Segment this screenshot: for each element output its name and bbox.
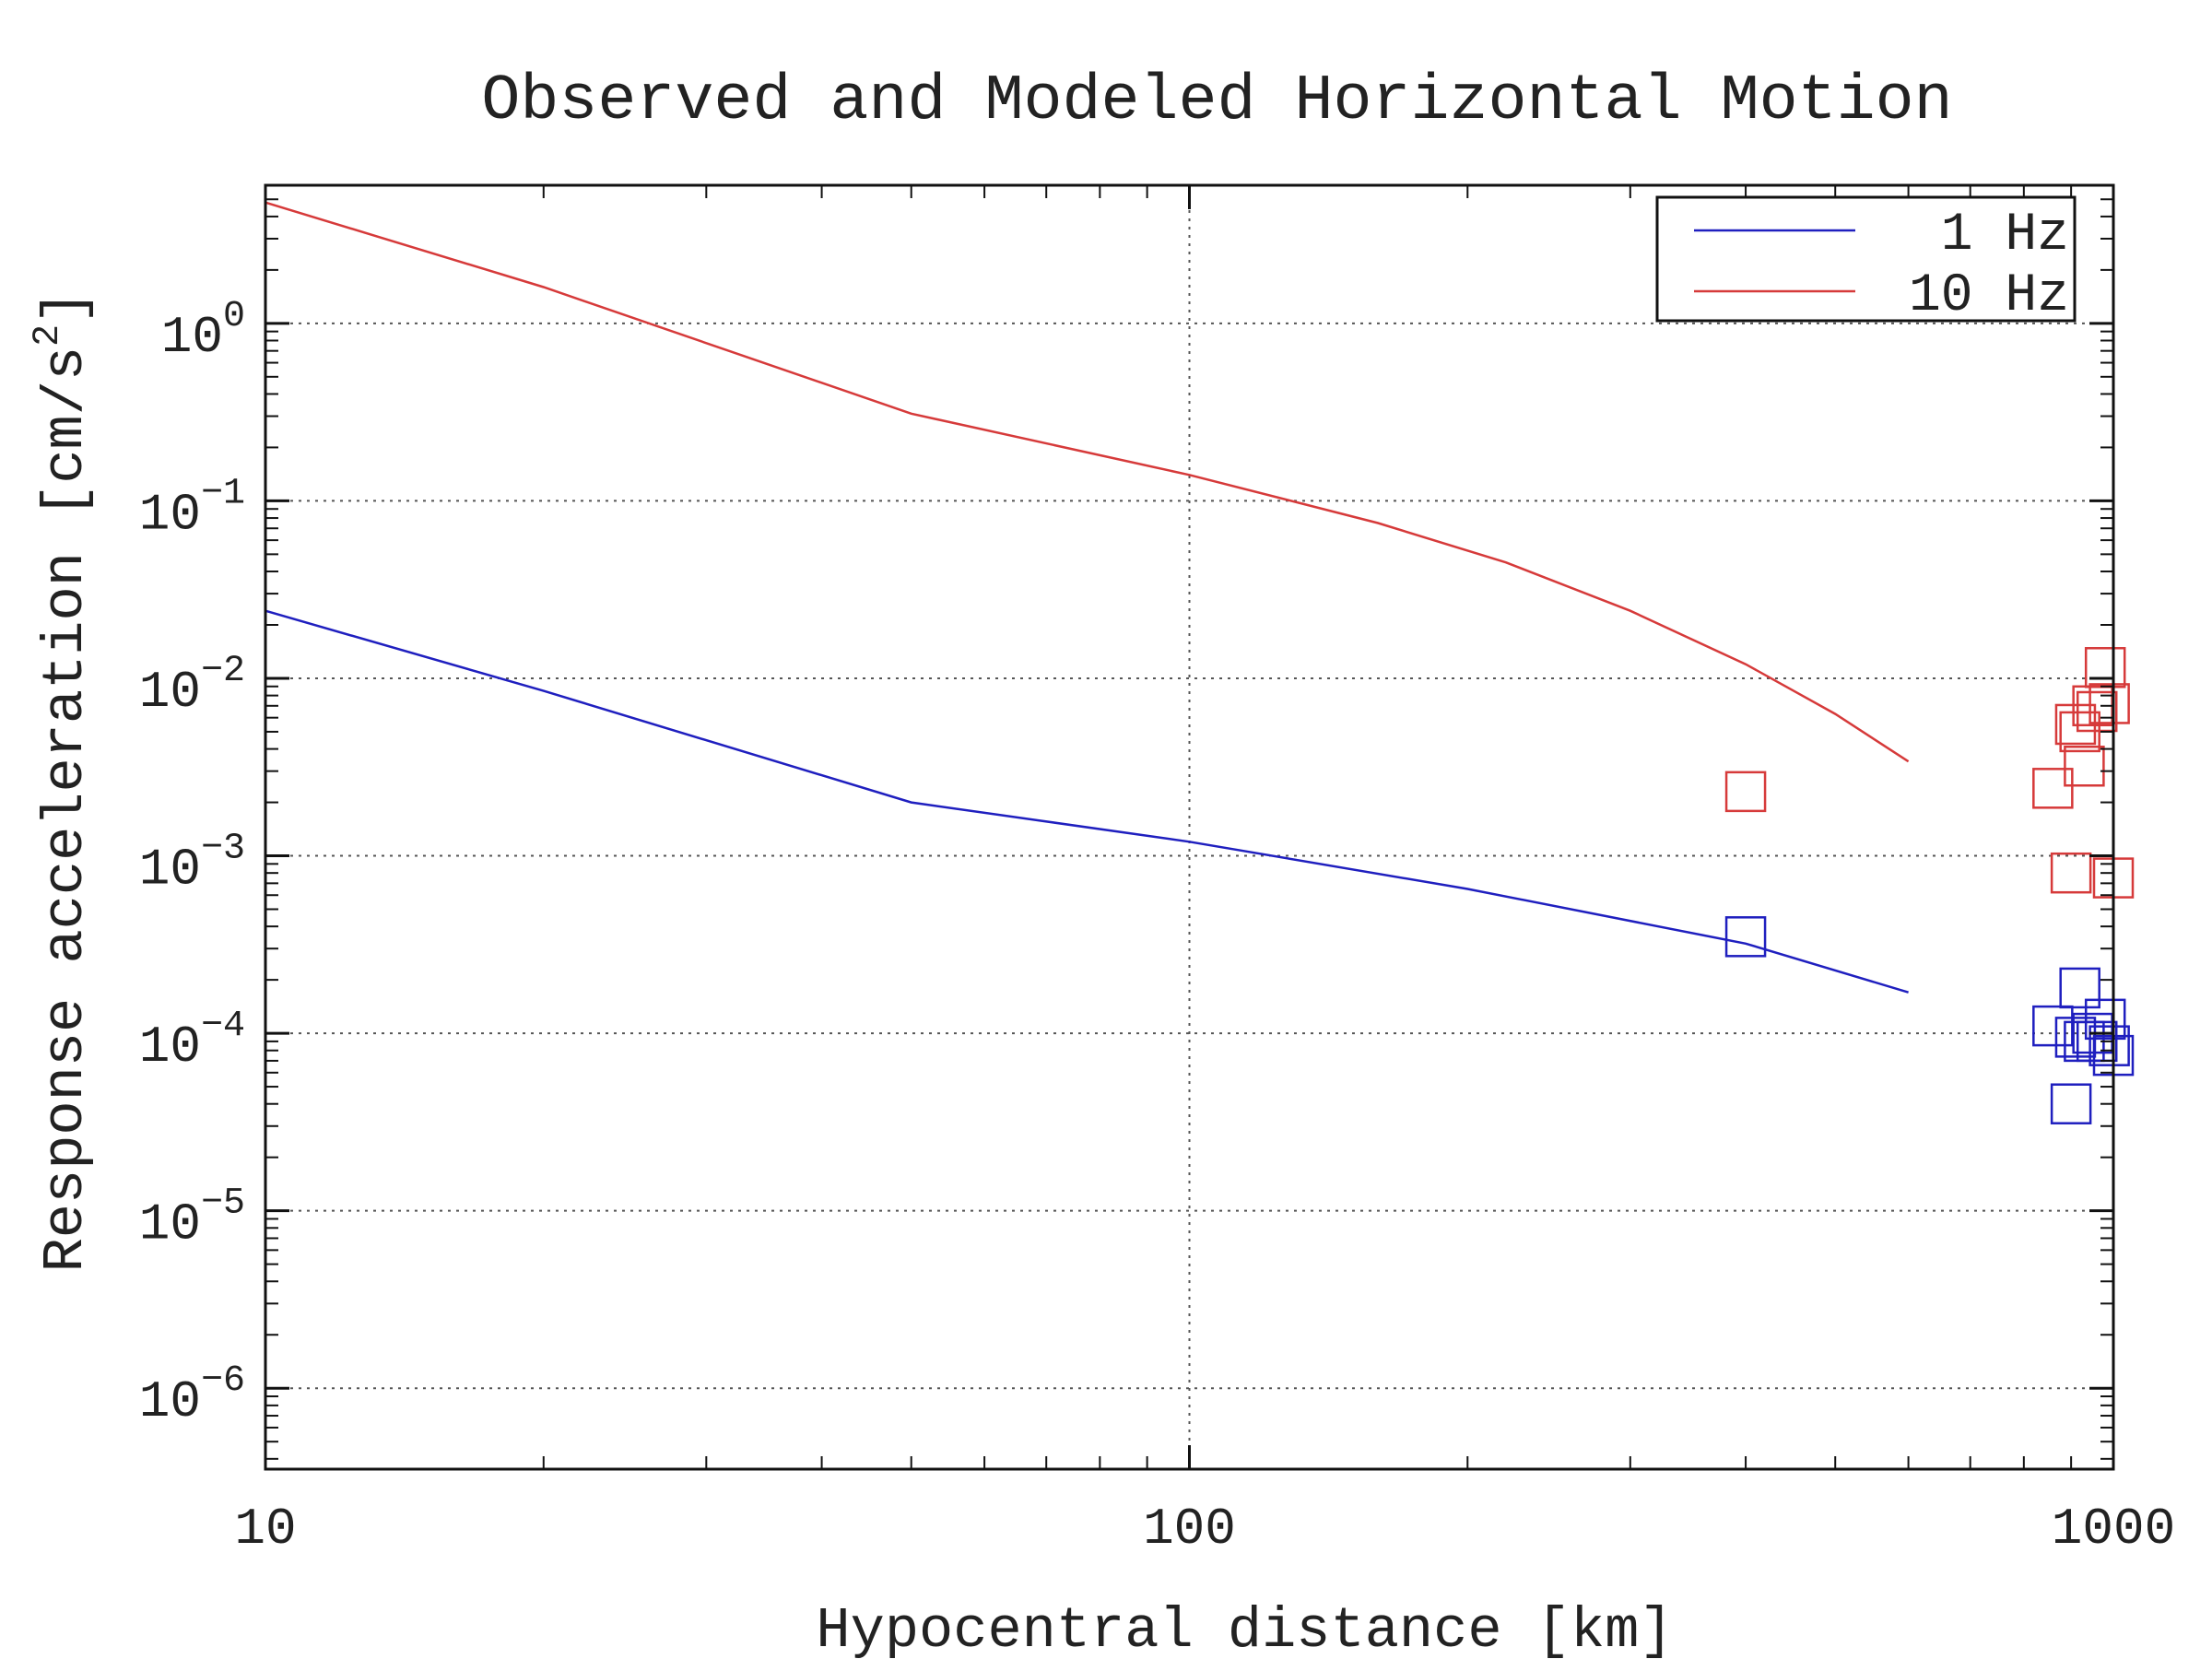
observed-point-2 <box>2084 647 2126 688</box>
grid-layer <box>265 185 2113 1469</box>
y-tick-label: 10−6 <box>139 1360 245 1431</box>
y-tick-label: 10−4 <box>139 1006 245 1077</box>
legend-label: 1 Hz <box>1941 206 2069 265</box>
series-line-1 <box>265 609 1909 994</box>
y-axis-label-end: ] <box>33 290 99 324</box>
y-tick-label: 10−1 <box>139 473 245 544</box>
y-axis-label-sup: 2 <box>28 324 69 347</box>
y-tick-label: 10−2 <box>139 651 245 722</box>
observed-point-2 <box>2064 746 2105 787</box>
observed-point-2 <box>2050 852 2092 894</box>
observed-point-2 <box>1724 771 1767 813</box>
series-layer <box>265 201 2135 1124</box>
y-tick-label: 10−3 <box>139 829 245 900</box>
x-tick-label: 100 <box>1143 1500 1236 1559</box>
tick-layer: 10 100 1000 100 10−1 10−2 10−3 10−4 10−5 10−6 <box>139 184 2175 1559</box>
x-tick-label: 1000 <box>2052 1500 2175 1559</box>
observed-point-2 <box>2088 683 2130 724</box>
legend-box <box>1655 195 2077 323</box>
observed-point-2 <box>2032 768 2074 809</box>
observed-point-1 <box>2064 1020 2105 1063</box>
observed-point-2 <box>2076 690 2118 733</box>
x-axis-label: Hypocentral distance [km] <box>816 1598 1673 1659</box>
observed-point-1 <box>2059 967 2100 1009</box>
observed-point-1 <box>2050 1083 2092 1124</box>
y-axis-label: Response acceleration [cm/s2] <box>28 290 99 1273</box>
observed-point-1 <box>2084 998 2126 1041</box>
x-tick-label: 10 <box>234 1500 296 1559</box>
series-line-2 <box>265 201 1910 763</box>
chart-title: Observed and Modeled Horizontal Motion <box>481 65 1952 138</box>
observed-point-1 <box>2076 1020 2118 1063</box>
observed-point-1 <box>2088 1025 2130 1066</box>
observed-point-1 <box>2032 1005 2074 1047</box>
observed-point-1 <box>1724 916 1767 958</box>
y-tick-label: 10−5 <box>139 1183 245 1254</box>
y-tick-label: 100 <box>161 296 245 367</box>
y-axis-label-main: Response acceleration [cm/s <box>33 347 99 1273</box>
legend-label: 10 Hz <box>1909 266 2069 326</box>
